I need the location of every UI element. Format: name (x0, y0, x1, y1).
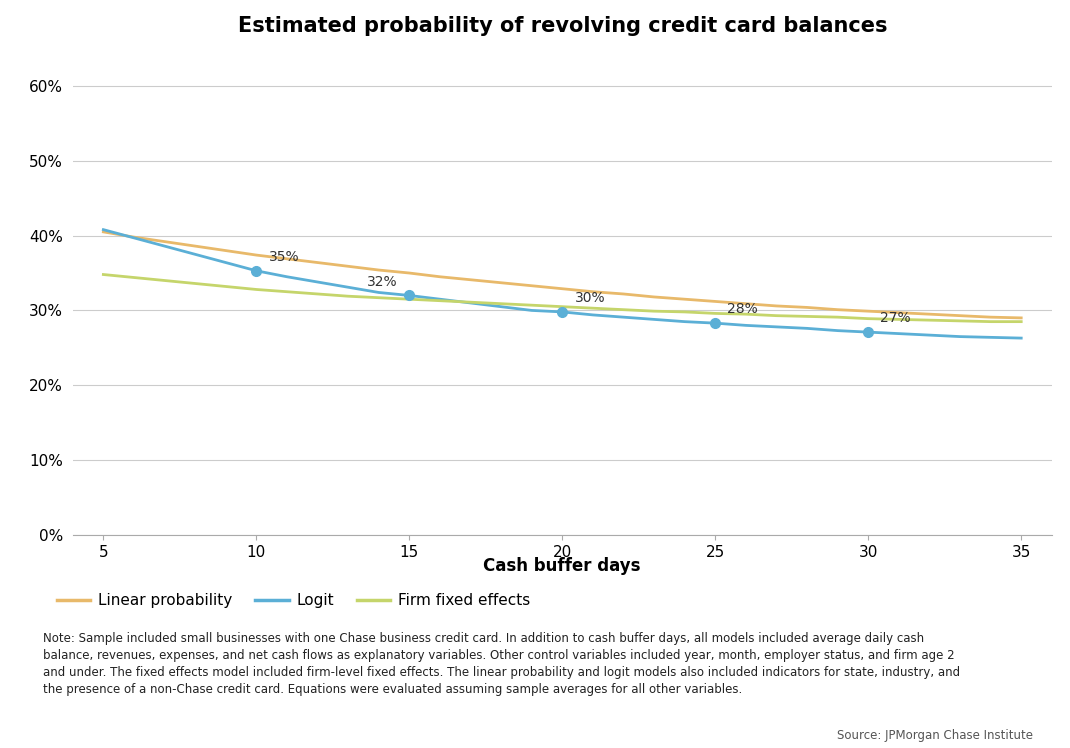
Text: Note: Sample included small businesses with one Chase business credit card. In a: Note: Sample included small businesses w… (43, 632, 960, 696)
Text: 30%: 30% (575, 291, 606, 305)
Text: 32%: 32% (366, 275, 397, 289)
Text: Source: JPMorgan Chase Institute: Source: JPMorgan Chase Institute (837, 729, 1033, 742)
Legend: Linear probability, Logit, Firm fixed effects: Linear probability, Logit, Firm fixed ef… (50, 587, 536, 615)
Text: 35%: 35% (269, 250, 300, 264)
Text: 27%: 27% (881, 311, 911, 325)
Text: Cash buffer days: Cash buffer days (483, 557, 641, 575)
Title: Estimated probability of revolving credit card balances: Estimated probability of revolving credi… (238, 16, 887, 36)
Text: 28%: 28% (728, 302, 759, 316)
